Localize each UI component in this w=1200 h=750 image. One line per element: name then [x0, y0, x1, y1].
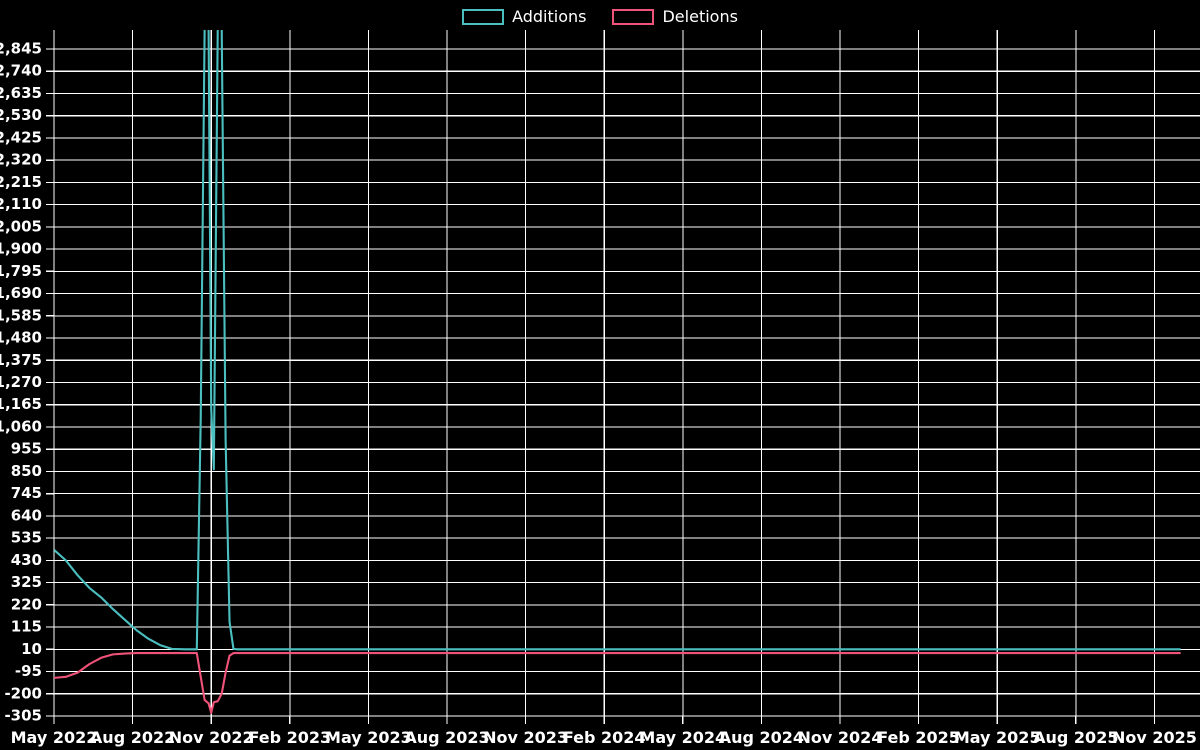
legend-label-additions: Additions	[512, 7, 587, 26]
x-axis-tick-label: May 2022	[11, 728, 98, 747]
x-axis-tick-label: Nov 2023	[483, 728, 568, 747]
x-axis-ticks	[53, 716, 1156, 724]
legend-swatch-additions	[462, 9, 505, 25]
legend-label-deletions: Deletions	[662, 7, 738, 26]
x-axis-tick-label: Aug 2022	[90, 728, 175, 747]
y-axis-tick-label: 2,320	[0, 151, 42, 169]
x-axis-tick-label: Aug 2023	[404, 728, 489, 747]
y-axis-tick-label: 955	[11, 440, 42, 458]
x-axis-tick-label: Feb 2025	[877, 728, 960, 747]
x-axis-tick-label: Nov 2025	[1112, 728, 1197, 747]
series-line-additions	[54, 30, 1181, 651]
y-axis-tick-label: 1,375	[0, 351, 42, 369]
legend-item-additions[interactable]: Additions	[462, 9, 586, 25]
chart-legend: Additions Deletions	[0, 0, 1200, 34]
y-axis-tick-label: 535	[11, 529, 42, 547]
y-axis-tick-label: 2,530	[0, 106, 42, 124]
y-axis-tick-label: 2,215	[0, 173, 42, 191]
y-axis-labels: 2,845 2,740 2,635 2,530 2,425 2,320 2,215 2,110…	[0, 40, 42, 725]
y-axis-tick-label: 2,635	[0, 84, 42, 102]
legend-swatch-deletions	[612, 9, 655, 25]
y-axis-tick-label: 745	[11, 484, 42, 502]
y-axis-tick-label: 850	[11, 462, 42, 480]
y-axis-tick-label: 2,425	[0, 128, 42, 146]
horizontal-gridlines	[54, 48, 1200, 717]
y-axis-tick-label: 2,740	[0, 62, 42, 80]
x-axis-tick-label: Nov 2022	[169, 728, 254, 747]
data-series-group	[54, 30, 1181, 714]
y-axis-tick-label: 1,270	[0, 373, 42, 391]
y-axis-tick-label: 1,690	[0, 284, 42, 302]
y-axis-tick-label: -305	[4, 707, 42, 725]
y-axis-tick-label: 2,110	[0, 195, 42, 213]
x-axis-tick-label: May 2025	[954, 728, 1041, 747]
legend-item-deletions[interactable]: Deletions	[612, 7, 738, 26]
y-axis-tick-label: 2,005	[0, 217, 42, 235]
y-axis-tick-label: 1,060	[0, 417, 42, 435]
x-axis-tick-label: May 2024	[639, 728, 726, 747]
y-axis-ticks	[46, 48, 54, 717]
y-axis-tick-label: 640	[11, 506, 42, 524]
y-axis-tick-label: 115	[11, 618, 42, 636]
y-axis-tick-label: 430	[11, 551, 42, 569]
series-line-deletions	[54, 652, 1181, 714]
x-axis-tick-label: May 2023	[325, 728, 412, 747]
x-axis-tick-label: Feb 2023	[248, 728, 331, 747]
y-axis-tick-label: 10	[21, 640, 42, 658]
x-axis-tick-label: Aug 2024	[719, 728, 804, 747]
y-axis-tick-label: 1,795	[0, 262, 42, 280]
y-axis-tick-label: 1,900	[0, 240, 42, 258]
y-axis-tick-label: -200	[4, 684, 42, 702]
axis-lines	[53, 30, 1200, 717]
x-axis-tick-label: Nov 2024	[798, 728, 883, 747]
x-axis-tick-label: Feb 2024	[563, 728, 646, 747]
y-axis-tick-label: -95	[15, 662, 42, 680]
y-axis-tick-label: 1,585	[0, 306, 42, 324]
y-axis-tick-label: 220	[11, 595, 42, 613]
vertical-gridlines	[53, 30, 1155, 716]
x-axis-tick-label: Aug 2025	[1033, 728, 1118, 747]
y-axis-tick-label: 2,845	[0, 40, 42, 58]
y-axis-tick-label: 1,165	[0, 395, 42, 413]
y-axis-tick-label: 1,480	[0, 329, 42, 347]
y-axis-tick-label: 325	[11, 573, 42, 591]
